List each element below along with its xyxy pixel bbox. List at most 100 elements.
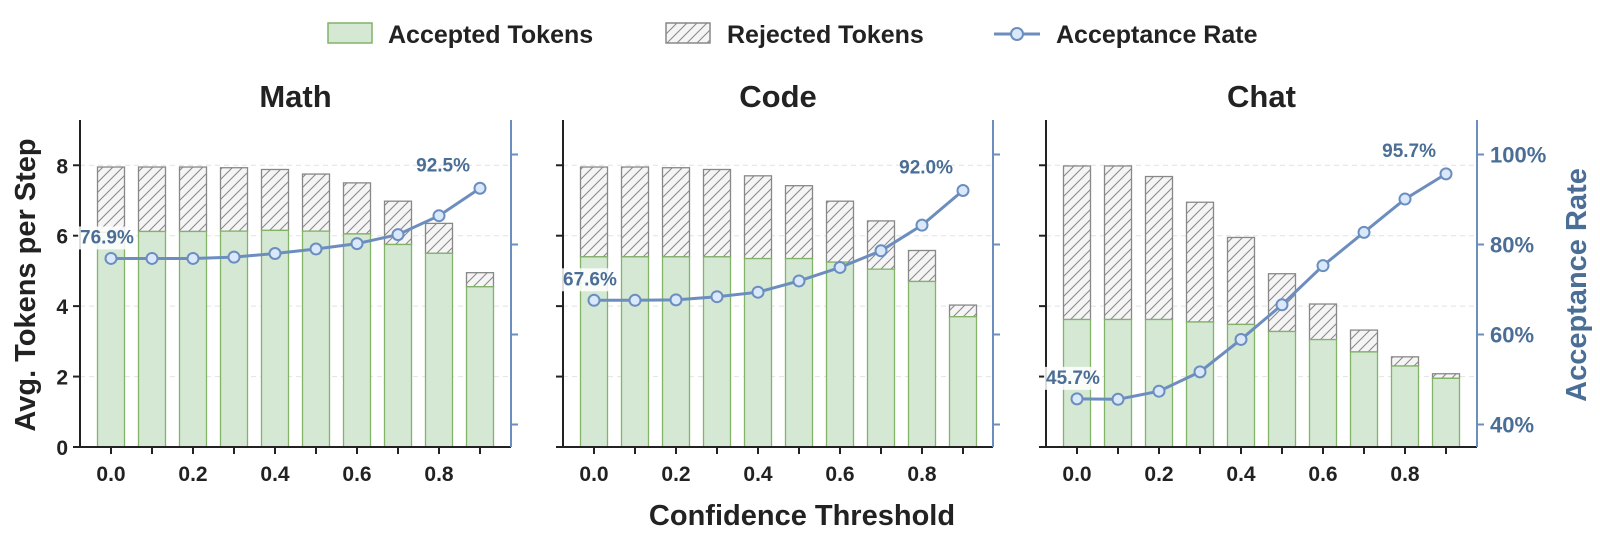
x-tick-label: 0.4: [260, 463, 290, 486]
y-tick-label: 0: [56, 437, 68, 460]
y2-tick-label: 80%: [1490, 233, 1534, 258]
acceptance-rate-point: [432, 209, 446, 223]
bar-accepted: [301, 230, 331, 448]
acceptance-rate-point: [1111, 392, 1125, 406]
bar-rejected: [702, 168, 732, 258]
bar-accepted: [866, 268, 896, 448]
x-tick-label: 0.2: [661, 463, 690, 486]
bar-rejected: [260, 168, 290, 232]
bar-accepted: [948, 316, 978, 448]
bar-rejected: [661, 167, 691, 258]
y2-tick-label: 60%: [1490, 323, 1534, 348]
bar-accepted: [1390, 365, 1420, 448]
acceptance-rate-point: [956, 184, 970, 197]
y-axis-label: Avg. Tokens per Step: [10, 138, 42, 431]
acceptance-rate-point: [145, 251, 159, 265]
panel-title: Chat: [1227, 79, 1296, 114]
annotation-start: 67.6%: [563, 269, 617, 290]
bar-rejected: [424, 222, 454, 254]
annotation-start-background: [1044, 366, 1102, 390]
bar-rejected: [620, 166, 650, 258]
x-tick-label: 0.8: [907, 463, 937, 486]
bar-accepted: [260, 229, 290, 448]
legend: Accepted Tokens Rejected Tokens Acceptan…: [327, 21, 1258, 49]
acceptance-rate-point: [792, 274, 806, 288]
legend-rejected-label: Rejected Tokens: [727, 21, 924, 49]
bar-accepted: [1308, 338, 1338, 448]
y-tick-label: 4: [56, 296, 68, 319]
acceptance-rate-line: [111, 187, 481, 260]
x-tick-label: 0.0: [579, 463, 608, 486]
panel-title: Code: [739, 79, 817, 114]
acceptance-rate-point: [473, 181, 487, 195]
legend-rate-label: Acceptance Rate: [1056, 21, 1258, 49]
acceptance-rate-line: [594, 189, 964, 302]
bar-rejected: [743, 175, 773, 260]
acceptance-rate-point: [350, 237, 364, 251]
x-tick-label: 0.2: [178, 463, 207, 486]
x-tick-label: 0.8: [1390, 463, 1420, 486]
bar-accepted: [342, 233, 372, 448]
acceptance-rate-point: [1070, 392, 1084, 406]
acceptance-rate-point: [751, 285, 765, 299]
x-tick-label: 0.6: [1308, 463, 1337, 486]
bar-accepted: [424, 252, 454, 448]
bar-rejected: [1349, 329, 1379, 353]
acceptance-rate-point: [710, 290, 724, 304]
x-tick-label: 0.4: [1226, 463, 1256, 486]
bar-rejected: [1185, 201, 1215, 323]
acceptance-rate-point: [268, 247, 282, 260]
legend-accepted-swatch: [327, 22, 373, 44]
y-tick-label: 6: [56, 226, 68, 249]
bar-rejected: [219, 167, 249, 232]
bar-accepted: [1144, 318, 1174, 448]
x-tick-label: 0.8: [424, 463, 454, 486]
bar-rejected: [1431, 373, 1461, 379]
bar-accepted: [784, 257, 814, 448]
bar-rejected: [825, 200, 855, 263]
acceptance-rate-line: [1076, 172, 1447, 401]
bar-rejected: [1062, 165, 1092, 321]
bar-accepted: [825, 261, 855, 448]
legend-accepted-label: Accepted Tokens: [388, 21, 593, 49]
annotation-start-background: [561, 268, 619, 292]
bar-rejected: [465, 272, 495, 288]
bar-rejected: [178, 166, 208, 233]
acceptance-rate-point: [309, 242, 323, 256]
acceptance-rate-point: [1439, 167, 1453, 181]
acceptance-rate-point: [669, 293, 683, 307]
x-tick-label: 0.2: [1144, 463, 1173, 486]
bar-accepted: [1185, 321, 1215, 448]
acceptance-rate-point: [1152, 384, 1166, 398]
bar-rejected: [137, 166, 167, 233]
acceptance-rate-point: [1275, 298, 1289, 312]
bar-rejected: [342, 182, 372, 235]
bar-accepted: [702, 256, 732, 448]
x-tick-label: 0.0: [1062, 463, 1091, 486]
acceptance-rate-point: [1316, 259, 1330, 273]
bar-rejected: [1390, 356, 1420, 367]
acceptance-rate-point: [1357, 225, 1371, 239]
annotation-end: 95.7%: [1382, 141, 1436, 162]
x-tick-label: 0.6: [825, 463, 854, 486]
acceptance-rate-point: [186, 251, 200, 265]
acceptance-rate-point: [1193, 365, 1207, 379]
bar-accepted: [661, 256, 691, 448]
bar-rejected: [948, 304, 978, 318]
panel-code: 0.0 0.2 0.4 0.6 0.8 67.6% 92.0% Code: [556, 79, 1000, 486]
bar-accepted: [1349, 351, 1379, 448]
y-tick-label: 2: [56, 367, 68, 390]
x-tick-label: 0.4: [743, 463, 773, 486]
panel-title: Math: [259, 79, 331, 114]
bar-accepted: [1103, 318, 1133, 448]
acceptance-rate-point: [915, 218, 929, 232]
bar-accepted: [1267, 330, 1297, 448]
annotation-end: 92.0%: [899, 158, 953, 179]
y2-tick-label: 100%: [1490, 143, 1546, 168]
acceptance-rate-point: [104, 251, 118, 265]
bar-rejected: [301, 173, 331, 232]
bar-accepted: [1431, 377, 1461, 448]
acceptance-rate-point: [587, 293, 601, 307]
bar-rejected: [1144, 175, 1174, 321]
